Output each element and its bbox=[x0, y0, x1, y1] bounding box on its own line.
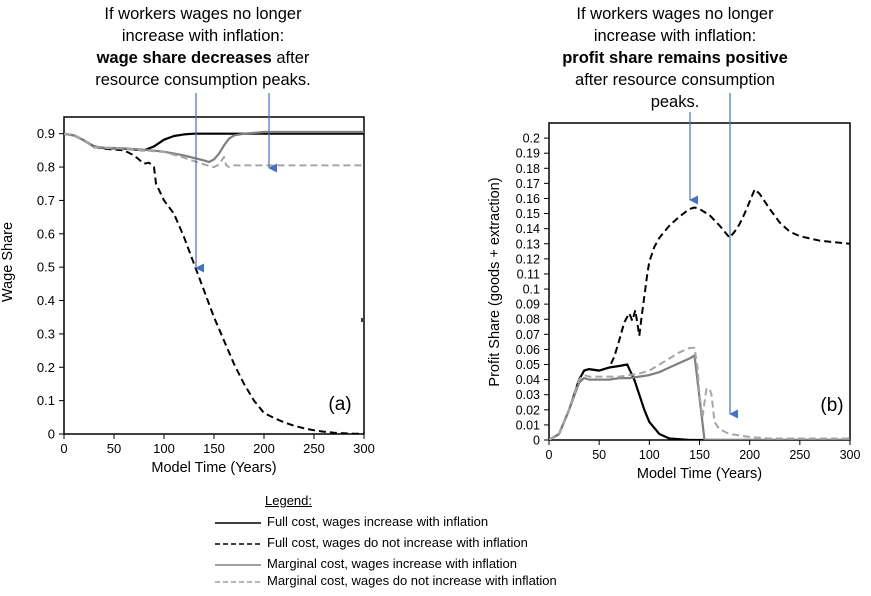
annotation-right-line2: increase with inflation: bbox=[593, 27, 757, 45]
y-tick-label: 0.1 bbox=[523, 283, 540, 297]
x-tick-label: 250 bbox=[789, 448, 810, 462]
y-tick-label: 0.07 bbox=[516, 328, 540, 342]
x-tick-label: 150 bbox=[689, 448, 710, 462]
y-tick-label: 0.8 bbox=[37, 160, 55, 175]
x-tick-label: 50 bbox=[107, 441, 121, 456]
annotation-left: If workers wages no longer increase with… bbox=[53, 3, 353, 91]
x-tick-label: 0 bbox=[60, 441, 67, 456]
plot-frame bbox=[63, 116, 365, 435]
y-tick-label: 0.5 bbox=[37, 260, 55, 275]
series-line-3 bbox=[549, 354, 850, 440]
x-tick-label: 250 bbox=[303, 441, 325, 456]
y-tick-label: 0.6 bbox=[37, 226, 55, 241]
annotation-left-line1: If workers wages no longer bbox=[104, 5, 302, 23]
panel-a-wage-share: 0 50 100 150 200 250 300 0 0.1 0.2 0.3 0.4 0.5 0.6 0.7… bbox=[0, 116, 375, 476]
y-tick-label: 0.04 bbox=[516, 373, 540, 387]
y-tick-label: 0 bbox=[48, 427, 55, 442]
series-line-1 bbox=[549, 363, 850, 440]
series-line-4 bbox=[64, 132, 364, 169]
y-tick-label: 0.7 bbox=[37, 193, 55, 208]
y-tick-label: 0.1 bbox=[37, 393, 55, 408]
x-tick-label: 300 bbox=[840, 448, 861, 462]
legend-label: Marginal cost, wages increase with infla… bbox=[267, 556, 518, 571]
y-tick-label: 0.12 bbox=[516, 252, 540, 266]
y-tick-label: 0.09 bbox=[516, 298, 540, 312]
y-tick-label: 0.05 bbox=[516, 358, 540, 372]
y-tick-label: 0.19 bbox=[516, 147, 540, 161]
annotation-left-line3: wage share decreases after bbox=[53, 47, 353, 69]
panel-label: (b) bbox=[820, 395, 843, 416]
legend-swatch bbox=[215, 522, 261, 524]
y-tick-label: 0.03 bbox=[516, 388, 540, 402]
series-group bbox=[64, 130, 364, 434]
x-tick-label: 150 bbox=[203, 441, 225, 456]
y-tick-label: 0.9 bbox=[37, 126, 55, 141]
x-tick-label: 0 bbox=[546, 448, 553, 462]
legend-swatch bbox=[215, 581, 261, 583]
legend-swatch bbox=[215, 564, 261, 566]
y-axis-label: Wage Share bbox=[0, 222, 16, 302]
series-group bbox=[549, 188, 850, 440]
y-tick-label: 0.2 bbox=[37, 360, 55, 375]
y-tick-label: 0.01 bbox=[516, 418, 540, 432]
annotation-left-line2: increase with inflation: bbox=[121, 27, 285, 45]
y-tick-label: 0.14 bbox=[516, 222, 540, 236]
panel-label: (a) bbox=[328, 394, 351, 415]
x-axis-label: Model Time (Years) bbox=[151, 460, 276, 476]
legend-title: Legend: bbox=[265, 493, 312, 508]
annotation-right-line4: after resource consumption bbox=[575, 71, 775, 89]
x-tick-label: 300 bbox=[353, 441, 375, 456]
annotation-right-line3: profit share remains positive bbox=[525, 47, 825, 69]
annotation-right-line1: If workers wages no longer bbox=[576, 5, 774, 23]
series-line-4 bbox=[549, 346, 850, 440]
legend-swatch bbox=[215, 543, 261, 545]
panel-b-profit-share: 0 50 100 150 200 250 30000.010.020.030.040.050… bbox=[487, 122, 861, 482]
x-axis-label: Model Time (Years) bbox=[637, 466, 762, 482]
y-tick-label: 0.3 bbox=[37, 326, 55, 341]
y-tick-label: 0.06 bbox=[516, 343, 540, 357]
annotation-left-line4: resource consumption peaks. bbox=[95, 71, 311, 89]
legend-label: Full cost, wages do not increase with in… bbox=[267, 535, 528, 550]
y-axis-label: Profit Share (goods + extraction) bbox=[487, 177, 503, 386]
annotation-right-bold: profit share remains positive bbox=[562, 49, 788, 67]
x-tick-label: 50 bbox=[592, 448, 606, 462]
y-tick-label: 0.08 bbox=[516, 313, 540, 327]
y-tick-label: 0.16 bbox=[516, 192, 540, 206]
y-tick-label: 0.02 bbox=[516, 403, 540, 417]
y-tick-label: 0.17 bbox=[516, 177, 540, 191]
series-line-3 bbox=[64, 130, 364, 164]
annotation-right: If workers wages no longer increase with… bbox=[525, 3, 825, 113]
y-tick-label: 0.15 bbox=[516, 207, 540, 221]
series-line-2 bbox=[64, 132, 364, 434]
x-tick-label: 100 bbox=[153, 441, 175, 456]
y-tick-label: 0.11 bbox=[517, 267, 540, 281]
y-tick-label: 0.2 bbox=[523, 132, 540, 146]
x-tick-label: 100 bbox=[639, 448, 660, 462]
y-tick-label: 0 bbox=[533, 434, 540, 448]
annotation-right-line5: peaks. bbox=[650, 93, 700, 111]
y-tick-label: 0.4 bbox=[37, 293, 55, 308]
legend-label: Full cost, wages increase with inflation bbox=[267, 514, 489, 529]
annotation-left-after: after bbox=[271, 49, 310, 67]
series-line-2 bbox=[549, 188, 850, 440]
x-tick-label: 200 bbox=[739, 448, 760, 462]
y-tick-label: 0.18 bbox=[516, 162, 540, 176]
legend-label: Marginal cost, wages do not increase wit… bbox=[267, 573, 557, 588]
annotation-left-bold: wage share decreases bbox=[96, 49, 272, 67]
annotation-arrows bbox=[195, 93, 739, 419]
y-tick-label: 0.13 bbox=[516, 237, 540, 251]
x-tick-label: 200 bbox=[253, 441, 275, 456]
